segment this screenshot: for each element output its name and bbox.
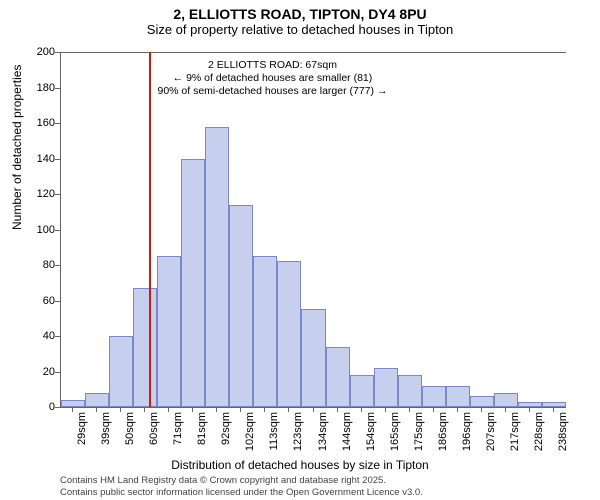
- ytick-mark: [55, 407, 60, 408]
- histogram-bar: [229, 205, 253, 407]
- grid-line: [61, 52, 566, 53]
- ytick-mark: [55, 372, 60, 373]
- xtick-label: 134sqm: [317, 412, 329, 451]
- x-axis-label: Distribution of detached houses by size …: [0, 458, 600, 472]
- bars-container: [61, 52, 566, 407]
- annotation-line: 90% of semi-detached houses are larger (…: [157, 85, 387, 98]
- xtick-label: 50sqm: [124, 412, 136, 445]
- histogram-bar: [350, 375, 374, 407]
- histogram-bar: [470, 396, 494, 407]
- histogram-bar: [301, 309, 325, 407]
- ytick-mark: [55, 336, 60, 337]
- xtick-mark: [144, 407, 145, 412]
- attribution-line2: Contains public sector information licen…: [60, 487, 423, 498]
- ytick-mark: [55, 123, 60, 124]
- xtick-mark: [313, 407, 314, 412]
- xtick-label: 175sqm: [413, 412, 425, 451]
- annotation-box: 2 ELLIOTTS ROAD: 67sqm← 9% of detached h…: [153, 58, 391, 99]
- histogram-bar: [85, 393, 109, 407]
- xtick-mark: [96, 407, 97, 412]
- xtick-mark: [457, 407, 458, 412]
- xtick-mark: [385, 407, 386, 412]
- xtick-label: 29sqm: [76, 412, 88, 445]
- xtick-label: 238sqm: [557, 412, 569, 451]
- ytick-mark: [55, 265, 60, 266]
- xtick-mark: [192, 407, 193, 412]
- histogram-bar: [205, 127, 229, 407]
- plot-area: 2 ELLIOTTS ROAD: 67sqm← 9% of detached h…: [60, 52, 566, 408]
- xtick-mark: [409, 407, 410, 412]
- xtick-label: 92sqm: [220, 412, 232, 445]
- histogram-bar: [133, 288, 157, 407]
- xtick-mark: [288, 407, 289, 412]
- ytick-mark: [55, 159, 60, 160]
- ytick-label: 160: [25, 117, 55, 129]
- xtick-mark: [264, 407, 265, 412]
- histogram-bar: [277, 261, 301, 407]
- attribution-text: Contains HM Land Registry data © Crown c…: [60, 475, 423, 498]
- ytick-label: 140: [25, 153, 55, 165]
- ytick-label: 20: [25, 366, 55, 378]
- xtick-mark: [361, 407, 362, 412]
- histogram-bar: [374, 368, 398, 407]
- xtick-label: 154sqm: [365, 412, 377, 451]
- xtick-mark: [529, 407, 530, 412]
- xtick-label: 102sqm: [244, 412, 256, 451]
- xtick-label: 39sqm: [100, 412, 112, 445]
- histogram-bar: [109, 336, 133, 407]
- histogram-bar: [398, 375, 422, 407]
- ytick-label: 180: [25, 82, 55, 94]
- ytick-label: 200: [25, 46, 55, 58]
- xtick-label: 186sqm: [437, 412, 449, 451]
- histogram-bar: [61, 400, 85, 407]
- xtick-mark: [168, 407, 169, 412]
- annotation-line: ← 9% of detached houses are smaller (81): [157, 72, 387, 85]
- chart-title-line2: Size of property relative to detached ho…: [0, 22, 600, 37]
- y-axis-label: Number of detached properties: [10, 65, 24, 230]
- chart-area: 2 ELLIOTTS ROAD: 67sqm← 9% of detached h…: [60, 52, 565, 407]
- histogram-bar: [422, 386, 446, 407]
- xtick-label: 207sqm: [485, 412, 497, 451]
- xtick-label: 60sqm: [148, 412, 160, 445]
- xtick-mark: [505, 407, 506, 412]
- histogram-bar: [326, 347, 350, 407]
- xtick-label: 196sqm: [461, 412, 473, 451]
- ytick-mark: [55, 301, 60, 302]
- ytick-label: 60: [25, 295, 55, 307]
- ytick-label: 40: [25, 330, 55, 342]
- histogram-bar: [181, 159, 205, 408]
- histogram-bar: [253, 256, 277, 407]
- histogram-bar: [157, 256, 181, 407]
- histogram-bar: [446, 386, 470, 407]
- xtick-mark: [337, 407, 338, 412]
- xtick-label: 113sqm: [268, 412, 280, 450]
- attribution-line1: Contains HM Land Registry data © Crown c…: [60, 475, 423, 486]
- xtick-label: 165sqm: [389, 412, 401, 451]
- xtick-label: 144sqm: [341, 412, 353, 451]
- histogram-bar: [494, 393, 518, 407]
- xtick-mark: [216, 407, 217, 412]
- xtick-mark: [481, 407, 482, 412]
- xtick-label: 228sqm: [533, 412, 545, 451]
- xtick-label: 71sqm: [172, 412, 184, 445]
- xtick-label: 217sqm: [509, 412, 521, 451]
- ytick-label: 80: [25, 259, 55, 271]
- xtick-label: 81sqm: [196, 412, 208, 445]
- annotation-line: 2 ELLIOTTS ROAD: 67sqm: [157, 59, 387, 72]
- xtick-label: 123sqm: [292, 412, 304, 451]
- xtick-mark: [240, 407, 241, 412]
- property-marker-line: [149, 52, 151, 407]
- xtick-mark: [72, 407, 73, 412]
- xtick-mark: [553, 407, 554, 412]
- ytick-mark: [55, 52, 60, 53]
- xtick-mark: [433, 407, 434, 412]
- xtick-mark: [120, 407, 121, 412]
- ytick-label: 100: [25, 224, 55, 236]
- ytick-label: 120: [25, 188, 55, 200]
- ytick-mark: [55, 88, 60, 89]
- ytick-mark: [55, 194, 60, 195]
- ytick-label: 0: [25, 401, 55, 413]
- ytick-mark: [55, 230, 60, 231]
- chart-title-line1: 2, ELLIOTTS ROAD, TIPTON, DY4 8PU: [0, 6, 600, 22]
